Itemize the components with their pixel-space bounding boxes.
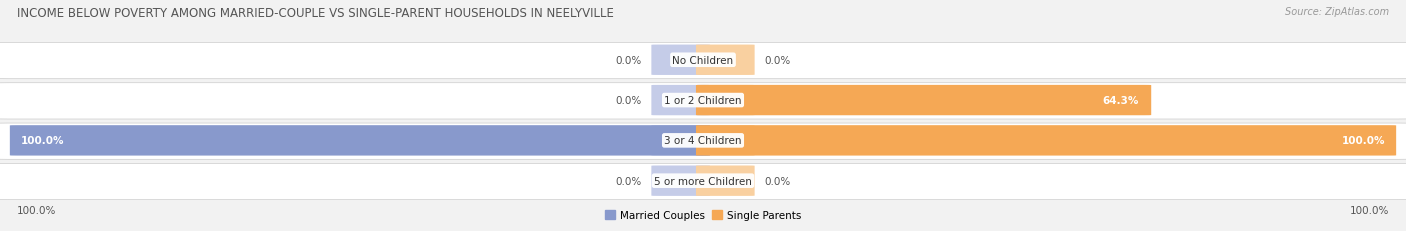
FancyBboxPatch shape	[0, 164, 1406, 200]
FancyBboxPatch shape	[696, 85, 755, 116]
Text: 0.0%: 0.0%	[614, 96, 641, 106]
Text: 0.0%: 0.0%	[765, 176, 792, 186]
FancyBboxPatch shape	[0, 83, 1406, 119]
Text: No Children: No Children	[672, 55, 734, 65]
Text: 0.0%: 0.0%	[765, 55, 792, 65]
Text: 3 or 4 Children: 3 or 4 Children	[664, 136, 742, 146]
FancyBboxPatch shape	[651, 126, 710, 156]
FancyBboxPatch shape	[0, 124, 1406, 160]
FancyBboxPatch shape	[696, 166, 755, 196]
Text: 5 or more Children: 5 or more Children	[654, 176, 752, 186]
FancyBboxPatch shape	[696, 126, 755, 156]
FancyBboxPatch shape	[696, 85, 1152, 116]
Text: Source: ZipAtlas.com: Source: ZipAtlas.com	[1285, 7, 1389, 17]
Text: 100.0%: 100.0%	[1341, 136, 1385, 146]
Text: 100.0%: 100.0%	[1350, 206, 1389, 216]
FancyBboxPatch shape	[651, 45, 710, 76]
Text: 100.0%: 100.0%	[17, 206, 56, 216]
FancyBboxPatch shape	[696, 126, 1396, 156]
FancyBboxPatch shape	[696, 45, 755, 76]
Text: 1 or 2 Children: 1 or 2 Children	[664, 96, 742, 106]
Text: INCOME BELOW POVERTY AMONG MARRIED-COUPLE VS SINGLE-PARENT HOUSEHOLDS IN NEELYVI: INCOME BELOW POVERTY AMONG MARRIED-COUPL…	[17, 7, 614, 20]
Text: 0.0%: 0.0%	[614, 176, 641, 186]
FancyBboxPatch shape	[651, 166, 710, 196]
Text: 64.3%: 64.3%	[1102, 96, 1139, 106]
Text: 100.0%: 100.0%	[21, 136, 65, 146]
FancyBboxPatch shape	[651, 85, 710, 116]
FancyBboxPatch shape	[0, 43, 1406, 79]
FancyBboxPatch shape	[10, 126, 710, 156]
Legend: Married Couples, Single Parents: Married Couples, Single Parents	[600, 206, 806, 224]
Text: 0.0%: 0.0%	[614, 55, 641, 65]
